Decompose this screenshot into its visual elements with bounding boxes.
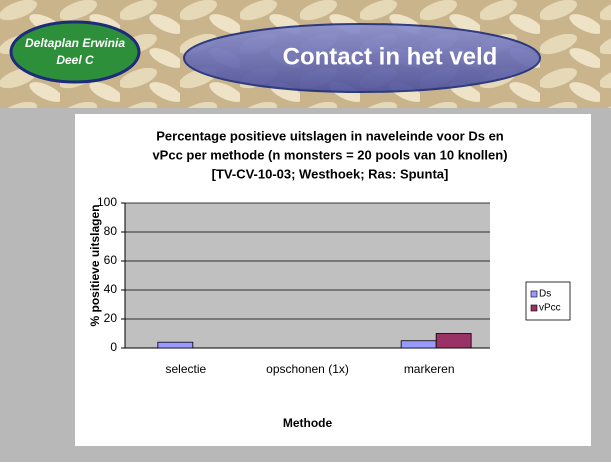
legend-box bbox=[525, 281, 571, 321]
chart-title: Percentage positieve uitslagen in navele… bbox=[156, 128, 504, 143]
badge bbox=[9, 20, 141, 84]
bar bbox=[400, 340, 437, 349]
legend-swatch bbox=[530, 304, 538, 312]
legend-label: vPcc bbox=[539, 303, 561, 314]
x-tick-label: markeren bbox=[404, 362, 455, 376]
y-tick-label: 20 bbox=[104, 311, 118, 325]
badge-line: Deel C bbox=[56, 53, 94, 67]
x-axis-label: Methode bbox=[283, 416, 333, 430]
title-oval bbox=[183, 23, 541, 93]
y-tick-label: 80 bbox=[104, 224, 118, 238]
x-tick-label: selectie bbox=[165, 362, 206, 376]
legend-swatch bbox=[530, 290, 538, 298]
y-tick-label: 40 bbox=[104, 282, 118, 296]
chart-title: [TV-CV-10-03; Westhoek; Ras: Spunta] bbox=[212, 166, 449, 181]
plot-area bbox=[125, 203, 490, 348]
y-axis-label: % positieve uitslagen bbox=[88, 204, 102, 326]
x-tick-label: opschonen (1x) bbox=[266, 362, 349, 376]
legend-label: Ds bbox=[539, 289, 551, 300]
slide-title: Contact in het veld bbox=[283, 43, 498, 70]
bar bbox=[435, 333, 472, 349]
bar bbox=[157, 341, 194, 349]
badge-line: Deltaplan Erwinia bbox=[25, 36, 125, 50]
chart-title: vPcc per methode (n monsters = 20 pools … bbox=[152, 147, 507, 162]
y-tick-label: 0 bbox=[110, 340, 117, 354]
y-tick-label: 60 bbox=[104, 253, 118, 267]
y-tick-label: 100 bbox=[97, 195, 117, 209]
